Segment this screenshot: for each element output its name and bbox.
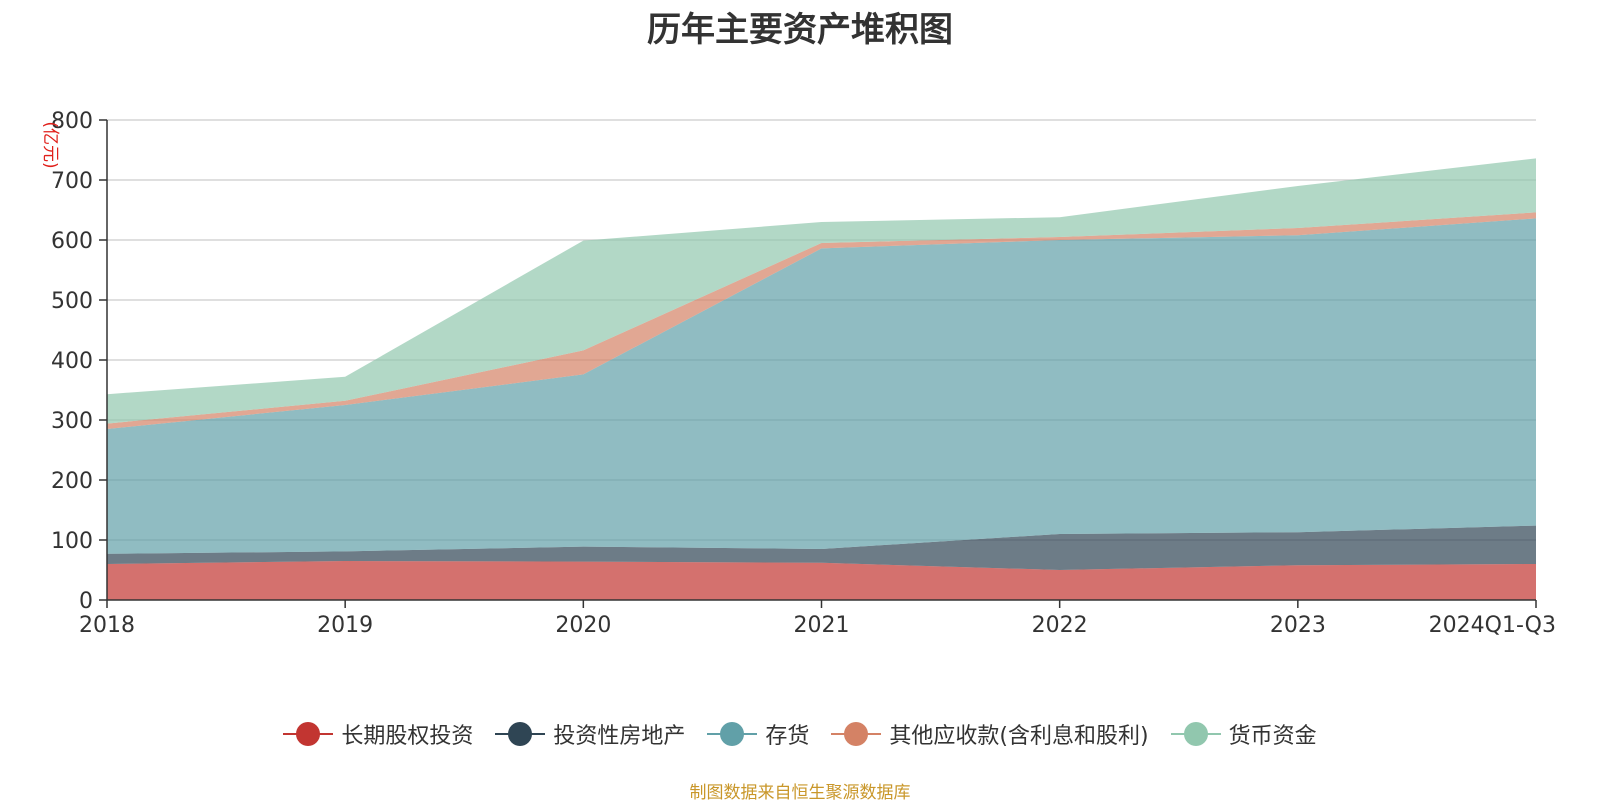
legend: 长期股权投资 投资性房地产 存货 其他应收款(含利息和股利) 货币资金 (0, 718, 1600, 750)
legend-item-4[interactable]: 货币资金 (1170, 718, 1317, 750)
x-tick-label-3: 2021 (794, 613, 850, 638)
legend-marker-icon (707, 721, 758, 747)
x-tick-label-4: 2022 (1032, 613, 1088, 638)
y-tick-label-2: 200 (51, 469, 93, 494)
legend-item-2[interactable]: 存货 (707, 718, 809, 750)
y-tick-label-3: 300 (51, 409, 93, 434)
legend-label: 其他应收款(含利息和股利) (889, 724, 1149, 749)
legend-item-3[interactable]: 其他应收款(含利息和股利) (831, 718, 1149, 750)
y-tick-label-6: 600 (51, 229, 93, 254)
legend-marker-icon (1170, 721, 1221, 747)
chart-title: 历年主要资产堆积图 (647, 10, 953, 50)
area-series-2 (107, 218, 1536, 554)
y-tick-label-5: 500 (51, 289, 93, 314)
legend-marker-icon (495, 721, 546, 747)
x-tick-label-0: 2018 (79, 613, 135, 638)
y-tick-label-1: 100 (51, 529, 93, 554)
legend-marker-icon (831, 721, 882, 747)
area-series-1 (107, 525, 1536, 570)
legend-item-0[interactable]: 长期股权投资 (283, 718, 473, 750)
y-tick-label-0: 0 (79, 589, 93, 614)
legend-marker-icon (283, 721, 334, 747)
legend-label: 存货 (765, 724, 810, 749)
x-tick-label-5: 2023 (1270, 613, 1326, 638)
x-tick-label-1: 2019 (317, 613, 373, 638)
axes: 0 100 200 300 400 500 600 700 800 2018 2019 2020 202… (51, 109, 1556, 638)
source-note: 制图数据来自恒生聚源数据库 (689, 783, 911, 803)
legend-item-1[interactable]: 投资性房地产 (495, 718, 685, 750)
area-series-4 (107, 158, 1536, 424)
legend-label: 投资性房地产 (553, 724, 686, 749)
area-series-0 (107, 561, 1536, 600)
x-tick-label-6: 2024Q1-Q3 (1429, 613, 1556, 638)
y-tick-label-4: 400 (51, 349, 93, 374)
legend-label: 长期股权投资 (341, 724, 474, 749)
y-axis-unit-label: (亿元) (40, 121, 60, 168)
legend-label: 货币资金 (1228, 724, 1317, 749)
x-tick-label-2: 2020 (555, 613, 611, 638)
y-tick-label-7: 700 (51, 169, 93, 194)
y-tick-label-8: 800 (51, 109, 93, 134)
stacked-areas (107, 158, 1536, 600)
